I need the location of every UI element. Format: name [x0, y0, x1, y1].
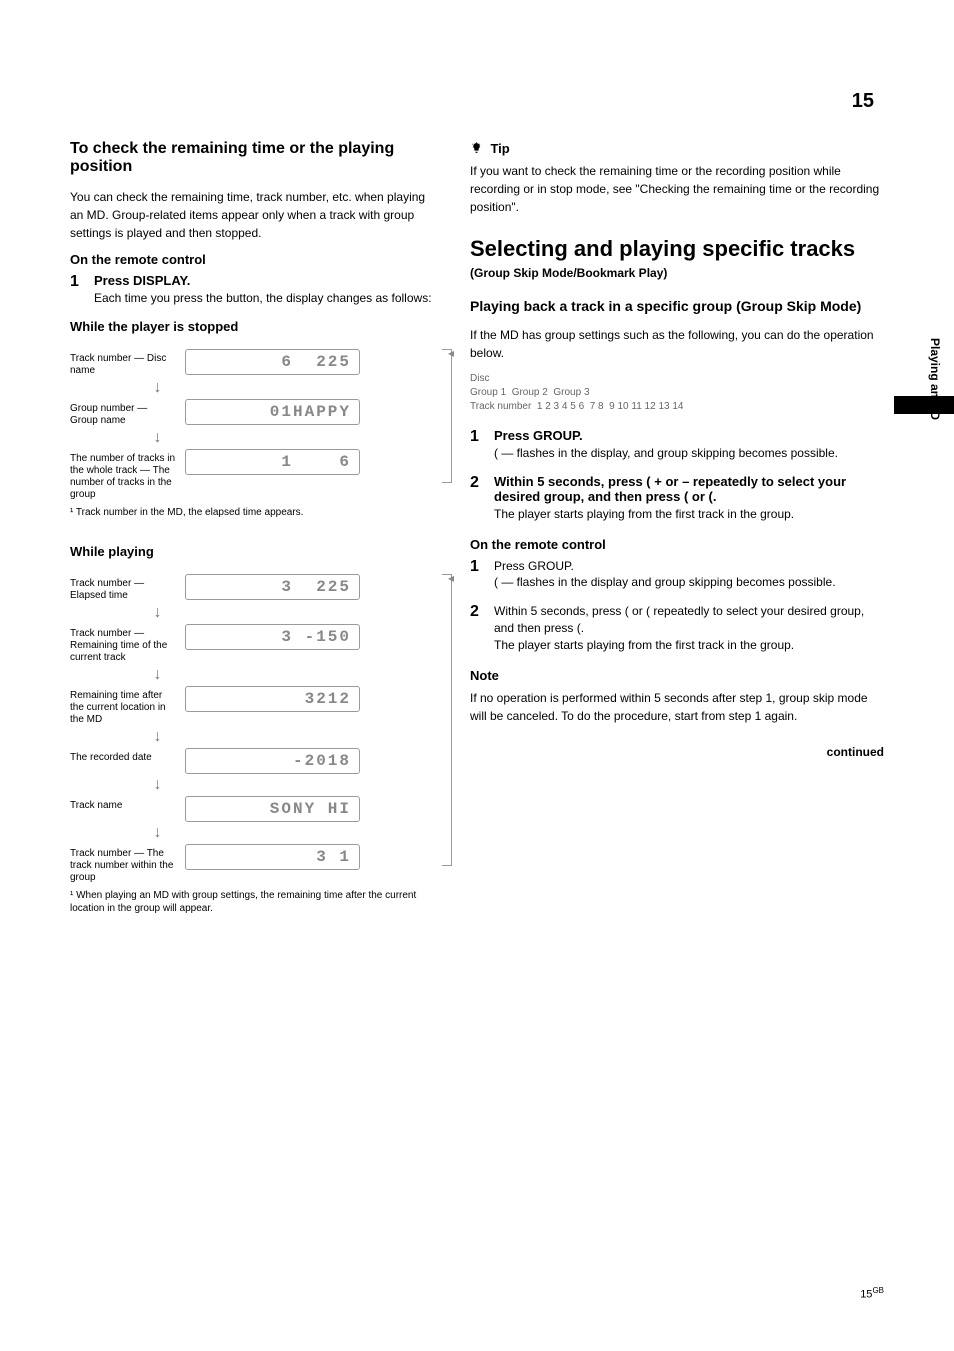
remote-step-1: 1 Press GROUP. ( — flashes in the displa…	[470, 558, 884, 592]
groupskip-body: If the MD has group settings such as the…	[470, 326, 884, 362]
lcd-display: 01HAPPY	[185, 399, 360, 425]
arrow-down-icon: ↓	[70, 604, 245, 622]
play-caption: ¹ When playing an MD with group settings…	[70, 889, 440, 915]
lcd-text: 1 6	[281, 453, 351, 471]
remote-subtitle-2: On the remote control	[470, 537, 884, 552]
step-text: Press GROUP. ( — flashes in the display …	[494, 558, 884, 592]
step-text: The player starts playing from the first…	[494, 506, 884, 523]
right-step-1: 1 Press GROUP. ( — flashes in the displa…	[470, 428, 884, 462]
step-subtext: Each time you press the button, the disp…	[94, 290, 440, 307]
main-subheading: (Group Skip Mode/Bookmark Play)	[470, 266, 884, 280]
intro-paragraph: You can check the remaining time, track …	[70, 188, 440, 242]
lcd-display: 3212	[185, 686, 360, 712]
section-marker-bar	[894, 396, 954, 414]
lcd-text: -2018	[293, 752, 351, 770]
bracket-arrow-icon: ◂	[448, 571, 454, 585]
step-title: Press DISPLAY.	[94, 273, 440, 288]
footer-number: 15	[860, 1289, 872, 1301]
page-number-top: 15	[852, 90, 874, 113]
lcd-display: 6 225	[185, 349, 360, 375]
right-step-2: 2 Within 5 seconds, press ( + or – repea…	[470, 474, 884, 523]
arrow-down-icon: ↓	[70, 379, 245, 397]
arrow-down-icon: ↓	[70, 776, 245, 794]
step-title: Press GROUP.	[494, 428, 884, 443]
play-heading: While playing	[70, 544, 440, 559]
arrow-down-icon: ↓	[70, 429, 245, 447]
arrow-down-icon: ↓	[70, 728, 245, 746]
loop-bracket: ◂	[442, 574, 452, 866]
lcd-text: 3 225	[281, 578, 351, 596]
arrow-down-icon: ↓	[70, 666, 245, 684]
lcd-display: 1 6	[185, 449, 360, 475]
arrow-down-icon: ↓	[70, 824, 245, 842]
groupskip-heading: Playing back a track in a specific group…	[470, 298, 884, 314]
lcd-display: SONY HI	[185, 796, 360, 822]
step-number: 1	[70, 273, 94, 307]
step-text: ( — flashes in the display, and group sk…	[494, 445, 884, 462]
bracket-arrow-icon: ◂	[448, 346, 454, 360]
lightbulb-icon	[470, 142, 483, 155]
lcd-text: 3212	[305, 690, 351, 708]
diagram-label: Group number — Group name	[70, 399, 185, 427]
remote-subtitle: On the remote control	[70, 252, 440, 267]
side-section-label: Playing an MD	[928, 338, 942, 420]
stop-diagram: Track number — Disc name 6 225 ↓ Group n…	[70, 349, 440, 519]
play-diagram: Track number — Elapsed time 3 225 ↓ Trac…	[70, 574, 440, 915]
disc-structure-diagram: Disc Group 1 Group 2 Group 3 Track numbe…	[470, 372, 884, 414]
diagram-label: Track number — The track number within t…	[70, 844, 185, 884]
lcd-display: -2018	[185, 748, 360, 774]
main-heading: Selecting and playing specific tracks	[470, 236, 884, 262]
right-column: Tip If you want to check the remaining t…	[470, 140, 884, 940]
footer-page-number: 15GB	[860, 1286, 884, 1301]
continued-label: continued	[470, 745, 884, 759]
stop-caption: ¹ Track number in the MD, the elapsed ti…	[70, 506, 440, 519]
lcd-text: 6 225	[281, 353, 351, 371]
diagram-label: Track name	[70, 796, 185, 812]
diagram-label: The recorded date	[70, 748, 185, 764]
step-number: 1	[470, 428, 494, 462]
lcd-display: 3 -150	[185, 624, 360, 650]
stop-heading: While the player is stopped	[70, 319, 440, 334]
note-text: If no operation is performed within 5 se…	[470, 689, 884, 725]
remote-step-2: 2 Within 5 seconds, press ( or ( repeate…	[470, 603, 884, 653]
left-column: To check the remaining time or the playi…	[70, 140, 440, 940]
step-text: Within 5 seconds, press ( or ( repeatedl…	[494, 603, 884, 653]
tip-heading: Tip	[490, 141, 509, 156]
diagram-label: Remaining time after the current locatio…	[70, 686, 185, 726]
lcd-display: 3 225	[185, 574, 360, 600]
footer-suffix: GB	[872, 1286, 884, 1295]
lcd-text: 3 1	[316, 848, 351, 866]
note-heading: Note	[470, 668, 884, 683]
step-number: 2	[470, 474, 494, 523]
tip-text: If you want to check the remaining time …	[470, 162, 884, 216]
lcd-text: SONY HI	[270, 800, 351, 818]
step-number: 1	[470, 558, 494, 592]
step-number: 2	[470, 603, 494, 653]
diagram-label: Track number — Remaining time of the cur…	[70, 624, 185, 664]
lcd-display: 3 1	[185, 844, 360, 870]
lcd-text: 3 -150	[281, 628, 351, 646]
diagram-label: The number of tracks in the whole track …	[70, 449, 185, 501]
loop-bracket: ◂	[442, 349, 452, 483]
diagram-label: Track number — Elapsed time	[70, 574, 185, 602]
lcd-text: 01HAPPY	[270, 403, 351, 421]
step-title: Within 5 seconds, press ( + or – repeate…	[494, 474, 884, 504]
section-title: To check the remaining time or the playi…	[70, 140, 440, 176]
diagram-label: Track number — Disc name	[70, 349, 185, 377]
left-step-1: 1 Press DISPLAY. Each time you press the…	[70, 273, 440, 307]
